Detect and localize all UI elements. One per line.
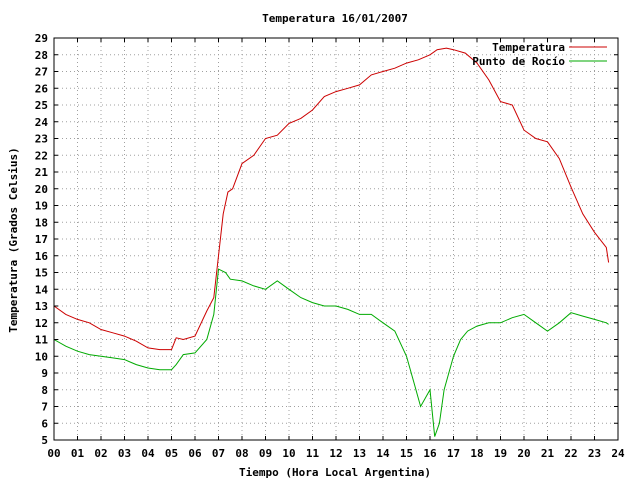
y-tick-label: 12 [35, 317, 48, 330]
y-tick-label: 6 [41, 417, 48, 430]
y-tick-label: 29 [35, 32, 48, 45]
legend-label-temperatura: Temperatura [492, 41, 565, 54]
x-axis-label: Tiempo (Hora Local Argentina) [239, 466, 431, 479]
y-tick-label: 5 [41, 434, 48, 447]
x-tick-label: 24 [611, 447, 625, 460]
series-layer [53, 47, 610, 437]
x-tick-label: 08 [235, 447, 248, 460]
x-tick-label: 06 [188, 447, 202, 460]
x-tick-label: 20 [517, 447, 530, 460]
y-tick-label: 13 [35, 300, 48, 313]
y-tick-label: 28 [35, 49, 48, 62]
y-tick-label: 10 [35, 350, 48, 363]
x-tick-label: 16 [423, 447, 437, 460]
x-tick-label: 13 [353, 447, 366, 460]
y-tick-label: 16 [35, 250, 49, 263]
x-tick-label: 17 [447, 447, 460, 460]
y-tick-label: 25 [35, 99, 48, 112]
y-tick-label: 27 [35, 66, 48, 79]
x-tick-label: 09 [259, 447, 272, 460]
y-tick-label: 9 [41, 367, 48, 380]
x-tick-label: 04 [141, 447, 155, 460]
x-tick-label: 02 [94, 447, 107, 460]
x-tick-label: 15 [400, 447, 413, 460]
x-tick-label: 21 [541, 447, 555, 460]
x-tick-label: 01 [71, 447, 85, 460]
y-tick-label: 26 [35, 82, 49, 95]
x-tick-label: 18 [470, 447, 483, 460]
x-tick-label: 11 [306, 447, 320, 460]
x-tick-label: 23 [588, 447, 601, 460]
y-tick-label: 20 [35, 183, 48, 196]
y-tick-label: 22 [35, 149, 48, 162]
y-tick-label: 11 [35, 334, 49, 347]
x-tick-label: 12 [329, 447, 342, 460]
y-tick-label: 7 [41, 401, 48, 414]
y-tick-label: 21 [35, 166, 49, 179]
x-tick-label: 22 [564, 447, 577, 460]
y-tick-label: 17 [35, 233, 48, 246]
x-tick-label: 14 [376, 447, 390, 460]
y-axis-label: Temperatura (Grados Celsius) [7, 147, 20, 332]
chart-title: Temperatura 16/01/2007 [262, 12, 408, 25]
x-tick-label: 05 [165, 447, 178, 460]
x-tick-label: 03 [118, 447, 131, 460]
y-tick-label: 18 [35, 216, 48, 229]
y-tick-label: 19 [35, 200, 48, 213]
x-tick-labels: 00 01 02 03 04 05 06 07 08 09 10 11 12 13 14 15 16 17 18 19… [47, 38, 625, 460]
x-tick-label: 10 [282, 447, 295, 460]
y-tick-label: 8 [41, 384, 48, 397]
y-tick-label: 23 [35, 133, 48, 146]
series-line-punto-de-rocio [53, 268, 609, 437]
legend-label-punto-de-rocio: Punto de Rocío [472, 55, 565, 68]
y-tick-label: 24 [35, 116, 49, 129]
legend: Temperatura Punto de Rocío [472, 41, 607, 68]
grid [54, 38, 618, 440]
x-tick-label: 00 [47, 447, 60, 460]
y-tick-label: 15 [35, 267, 48, 280]
x-tick-label: 07 [212, 447, 225, 460]
y-tick-label: 14 [35, 283, 49, 296]
y-tick-labels: 5 6 7 8 9 10 11 12 13 14 15 16 17 18 19 20 21 22 23 24 25 26 2… [35, 32, 618, 447]
x-tick-label: 19 [494, 447, 507, 460]
series-line-temperatura [53, 47, 610, 351]
